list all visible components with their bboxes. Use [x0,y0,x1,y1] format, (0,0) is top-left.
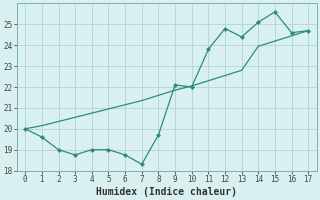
X-axis label: Humidex (Indice chaleur): Humidex (Indice chaleur) [96,186,237,197]
